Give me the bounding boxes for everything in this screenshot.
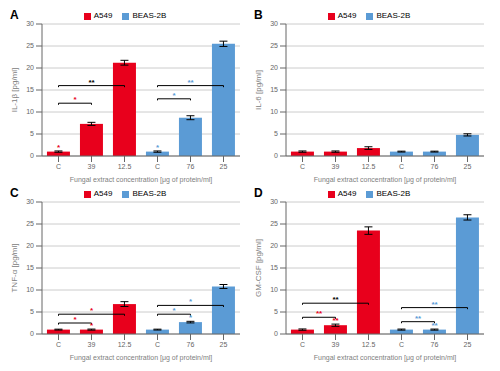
svg-text:76: 76 — [431, 163, 439, 170]
svg-text:20: 20 — [26, 242, 34, 249]
svg-text:12.5: 12.5 — [118, 341, 132, 348]
html-text:B: B — [254, 8, 263, 22]
svg-text:*: * — [156, 143, 160, 152]
svg-text:10: 10 — [26, 108, 34, 115]
svg-text:5: 5 — [30, 130, 34, 137]
html-text:A549: A549 — [337, 189, 357, 198]
svg-text:*: * — [189, 297, 193, 306]
svg-text:25: 25 — [26, 220, 34, 227]
svg-text:30: 30 — [270, 20, 278, 27]
svg-text:76: 76 — [187, 163, 195, 170]
svg-text:C: C — [155, 163, 160, 170]
svg-text:76: 76 — [187, 341, 195, 348]
svg-text:15: 15 — [26, 86, 34, 93]
svg-text:30: 30 — [26, 198, 34, 205]
html-text:BEAS-2B: BEAS-2B — [376, 189, 411, 198]
svg-text:25: 25 — [220, 341, 228, 348]
svg-text:0: 0 — [274, 330, 278, 337]
svg-text:5: 5 — [30, 308, 34, 315]
html-text:C: C — [10, 186, 19, 200]
svg-text:**: ** — [332, 316, 339, 325]
svg-text:10: 10 — [270, 286, 278, 293]
svg-text:0: 0 — [274, 152, 278, 159]
svg-text:**: ** — [88, 78, 95, 87]
svg-text:C: C — [56, 163, 61, 170]
svg-text:**: ** — [431, 300, 438, 309]
svg-text:39: 39 — [332, 163, 340, 170]
svg-text:*: * — [57, 143, 61, 152]
svg-text:0: 0 — [30, 330, 34, 337]
svg-text:Fungal extract concentration [: Fungal extract concentration [μg of prot… — [314, 354, 457, 362]
svg-text:39: 39 — [332, 341, 340, 348]
svg-text:C: C — [399, 163, 404, 170]
html-text:D: D — [254, 186, 263, 200]
svg-text:39: 39 — [88, 341, 96, 348]
html-text:A549: A549 — [337, 11, 357, 20]
svg-text:30: 30 — [270, 198, 278, 205]
svg-text:**: ** — [431, 321, 438, 330]
html-text:A: A — [10, 8, 19, 22]
svg-text:*: * — [172, 306, 176, 315]
svg-text:25: 25 — [270, 220, 278, 227]
html-text:BEAS-2B: BEAS-2B — [132, 189, 167, 198]
svg-text:TNF-α [pg/ml]: TNF-α [pg/ml] — [10, 243, 19, 292]
svg-text:*: * — [73, 315, 77, 324]
svg-text:C: C — [300, 163, 305, 170]
svg-text:C: C — [399, 341, 404, 348]
svg-text:20: 20 — [26, 64, 34, 71]
svg-text:30: 30 — [26, 20, 34, 27]
svg-text:*: * — [90, 306, 94, 315]
svg-text:15: 15 — [26, 264, 34, 271]
svg-text:C: C — [155, 341, 160, 348]
svg-text:C: C — [56, 341, 61, 348]
svg-text:39: 39 — [88, 163, 96, 170]
svg-text:25: 25 — [464, 163, 472, 170]
svg-text:Fungal extract concentration [: Fungal extract concentration [μg of prot… — [314, 176, 457, 184]
svg-text:25: 25 — [220, 163, 228, 170]
html-text:A549: A549 — [93, 189, 113, 198]
svg-text:76: 76 — [431, 341, 439, 348]
svg-text:20: 20 — [270, 242, 278, 249]
svg-text:IL-1β [pg/ml]: IL-1β [pg/ml] — [10, 68, 19, 113]
svg-text:5: 5 — [274, 308, 278, 315]
svg-text:15: 15 — [270, 264, 278, 271]
svg-text:25: 25 — [270, 42, 278, 49]
svg-text:12.5: 12.5 — [362, 163, 376, 170]
html-text:A549: A549 — [93, 11, 113, 20]
svg-text:Fungal extract concentration [: Fungal extract concentration [μg of prot… — [70, 176, 213, 184]
svg-text:*: * — [189, 313, 193, 322]
svg-text:25: 25 — [26, 42, 34, 49]
svg-text:**: ** — [316, 309, 323, 318]
svg-text:15: 15 — [270, 86, 278, 93]
svg-text:**: ** — [187, 78, 194, 87]
svg-text:*: * — [172, 91, 176, 100]
svg-text:IL-6 [pg/ml]: IL-6 [pg/ml] — [254, 70, 263, 110]
html-text:BEAS-2B: BEAS-2B — [376, 11, 411, 20]
svg-text:*: * — [73, 95, 77, 104]
svg-text:12.5: 12.5 — [118, 163, 132, 170]
svg-text:25: 25 — [464, 341, 472, 348]
svg-text:Fungal extract concentration [: Fungal extract concentration [μg of prot… — [70, 354, 213, 362]
svg-text:10: 10 — [26, 286, 34, 293]
svg-text:5: 5 — [274, 130, 278, 137]
svg-text:0: 0 — [30, 152, 34, 159]
svg-text:12.5: 12.5 — [362, 341, 376, 348]
svg-text:20: 20 — [270, 64, 278, 71]
svg-text:10: 10 — [270, 108, 278, 115]
svg-text:*: * — [90, 321, 94, 330]
svg-text:C: C — [300, 341, 305, 348]
svg-text:GM-CSF [pg/ml]: GM-CSF [pg/ml] — [254, 239, 263, 297]
svg-text:**: ** — [415, 314, 422, 323]
html-text:BEAS-2B: BEAS-2B — [132, 11, 167, 20]
svg-text:**: ** — [332, 295, 339, 304]
